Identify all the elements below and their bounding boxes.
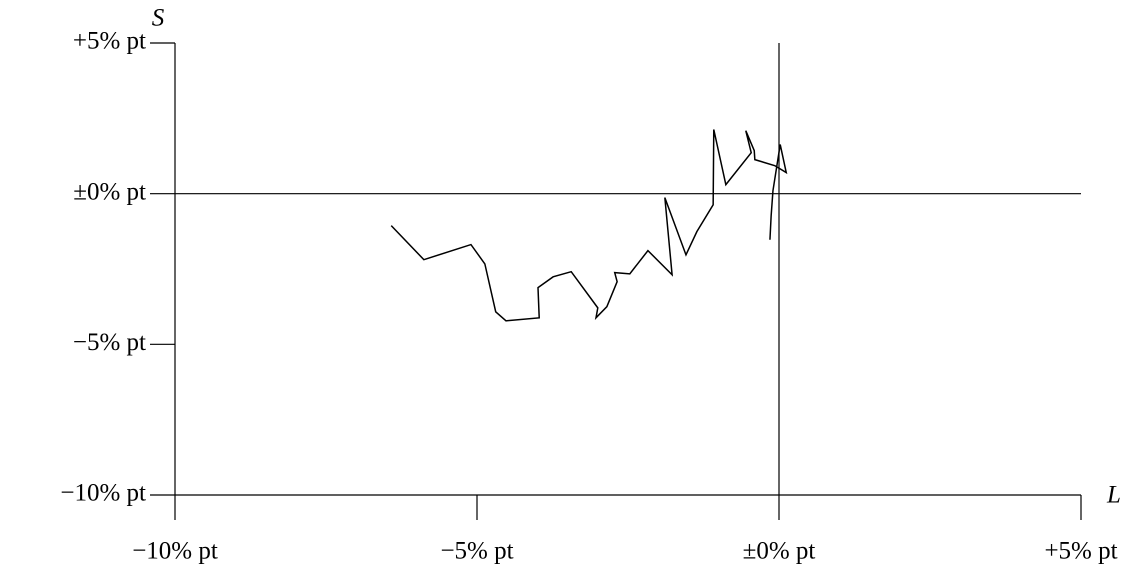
- x-tick-label: −10% pt: [132, 538, 218, 565]
- x-tick-label: +5% pt: [1044, 538, 1117, 565]
- data-line: [390, 129, 788, 322]
- x-axis-label: L: [1106, 482, 1121, 509]
- x-tick-label: ±0% pt: [743, 538, 816, 565]
- y-axis-label: S: [152, 5, 165, 32]
- y-tick-label: −10% pt: [60, 480, 146, 507]
- y-tick-label: ±0% pt: [73, 178, 146, 205]
- y-tick-label: +5% pt: [73, 28, 146, 55]
- x-tick-label: −5% pt: [440, 538, 513, 565]
- y-tick-label: −5% pt: [73, 329, 146, 356]
